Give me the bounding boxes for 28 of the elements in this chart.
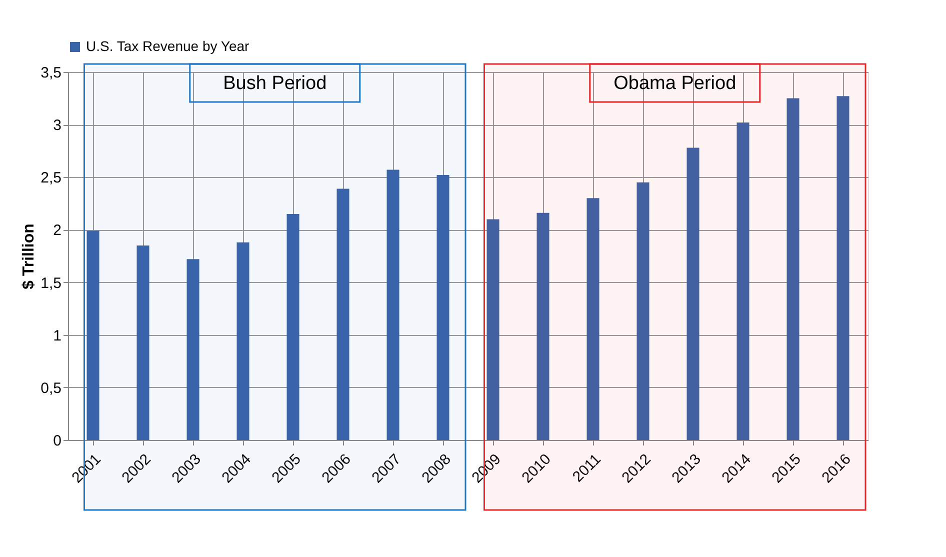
bar (536, 212, 550, 440)
bar (486, 219, 500, 440)
bar (236, 242, 250, 440)
bar (186, 259, 200, 440)
bar (436, 175, 450, 440)
bar (786, 98, 800, 440)
legend-label: U.S. Tax Revenue by Year (86, 38, 250, 54)
bar (636, 182, 650, 440)
y-tick-label: 2 (53, 222, 62, 240)
bar (336, 188, 350, 440)
y-tick-label: 0,5 (40, 380, 62, 397)
y-tick-label: 1 (53, 327, 62, 344)
bar (136, 245, 150, 440)
bar (836, 96, 850, 440)
bar (686, 148, 700, 440)
y-tick-label: 0 (53, 432, 62, 450)
bar (586, 198, 600, 440)
y-tick-label: 2,5 (40, 170, 62, 187)
y-tick-label: 1,5 (40, 274, 62, 292)
bar (386, 170, 400, 440)
bar (736, 122, 750, 440)
bar (286, 214, 300, 440)
y-tick-label: 3,5 (40, 64, 62, 82)
y-axis-title: $ Trillion (20, 224, 38, 290)
y-tick-label: 3 (53, 117, 62, 134)
band-label: Bush Period (223, 73, 327, 94)
bar (86, 230, 100, 440)
band-label: Obama Period (614, 73, 736, 94)
